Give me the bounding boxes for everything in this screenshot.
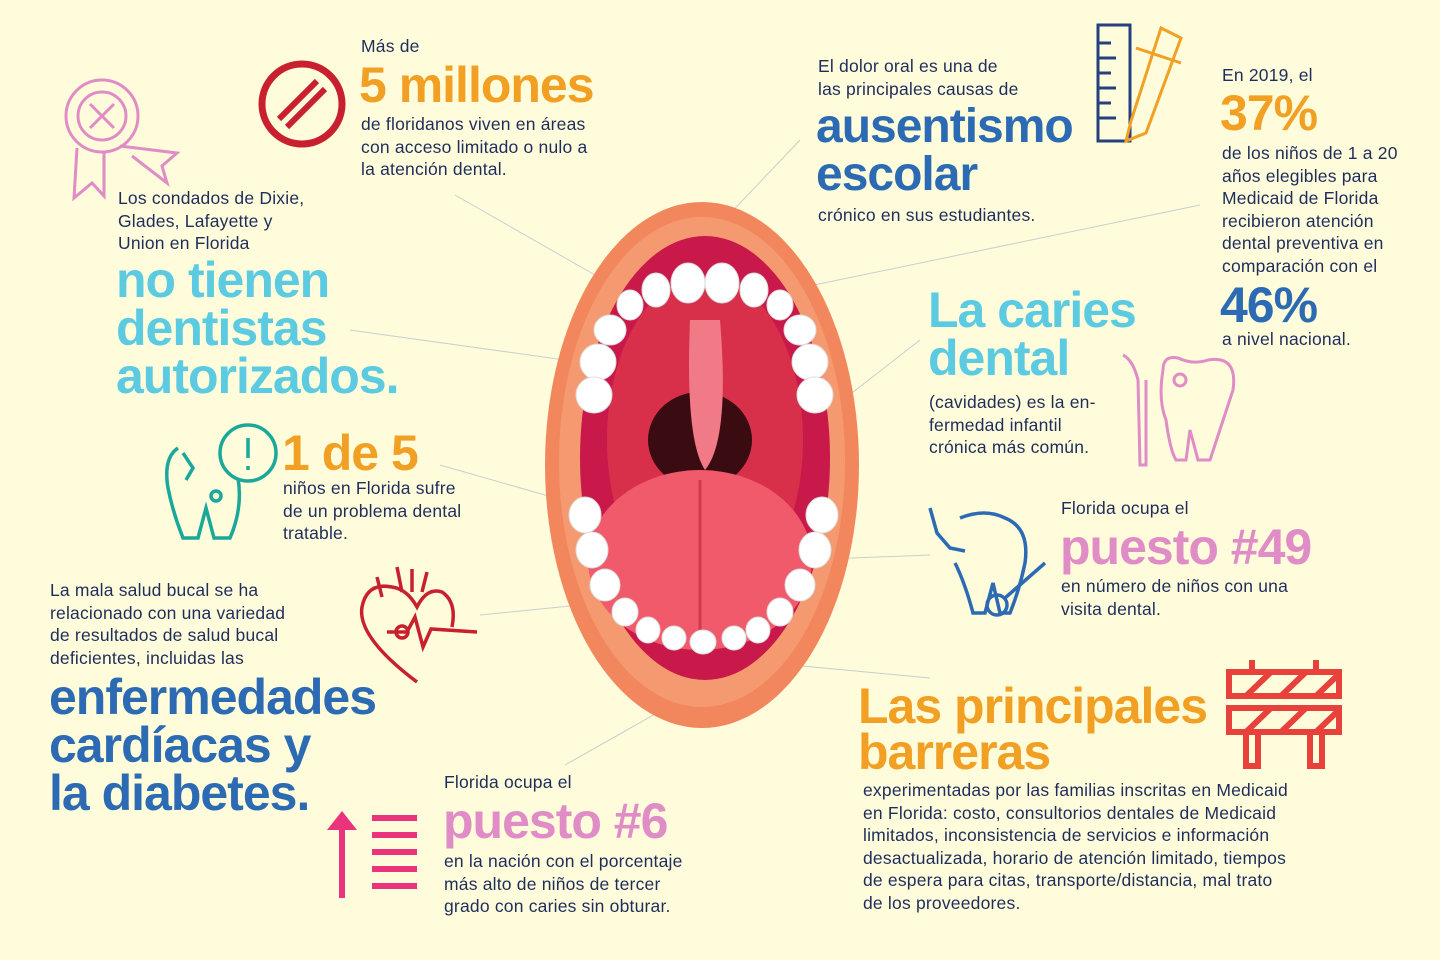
text-line: visita dental. (1061, 598, 1162, 619)
text-line: deficientes, incluidas las (50, 647, 244, 668)
fact-millones-body: de floridanos viven en áreas con acceso l… (361, 113, 587, 181)
text-line: recibieron atención (1222, 210, 1374, 231)
text-line: de un problema dental (283, 500, 462, 521)
fact-medicaid-headline: 37% (1220, 85, 1318, 141)
fact-puesto49-body: en número de niños con una visita dental. (1061, 575, 1288, 620)
ruler-pencil-icon (1096, 23, 1183, 144)
road-barrier-icon (1226, 660, 1342, 769)
text-line: más alto de niños de tercer (444, 873, 661, 894)
fact-barreras-body: experimentadas por las familias inscrita… (863, 779, 1288, 915)
text-line: tratable. (283, 523, 349, 544)
text-line: relacionado con una variedad (50, 602, 286, 623)
fact-puesto49-headline: puesto #49 (1060, 519, 1312, 575)
text-line: Las principales (858, 678, 1208, 734)
fact-millones-headline: 5 millones (359, 57, 595, 113)
fact-ausentismo-headline: ausentismo escolar (816, 100, 1074, 201)
text-line: crónica más común. (929, 437, 1090, 458)
text-line: El dolor oral es una de (818, 56, 998, 76)
text-line: comparación con el (1222, 255, 1378, 276)
award-ribbon-x-icon (64, 78, 181, 202)
tooth-dental-tool-icon (1122, 353, 1236, 467)
fact-cardiacas-headline: enfermedades cardíacas y la diabetes. (49, 669, 377, 821)
fact-puesto6-body: en la nación con el porcentaje más alto d… (444, 850, 683, 918)
text-line: Los condados de Dixie, (118, 188, 305, 208)
fact-ausentismo-pre: El dolor oral es una de las principales c… (818, 55, 1019, 100)
fact-cardiacas-pre: La mala salud bucal se ha relacionado con… (50, 579, 285, 669)
fact-puesto6-pre: Florida ocupa el (444, 772, 572, 792)
text-line: de floridanos viven en áreas (361, 114, 586, 134)
ranking-up-icon (327, 811, 417, 898)
text-line: La caries (928, 282, 1137, 338)
fact-medicaid-pre: En 2019, el (1222, 65, 1313, 85)
fact-medicaid-post: a nivel nacional. (1222, 329, 1351, 349)
fact-caries-body: (cavidades) es la en-fermedad infantil cr… (929, 391, 1096, 459)
text-line: de los niños de 1 a 20 (1222, 143, 1398, 163)
text-line: de resultados de salud bucal (50, 625, 279, 646)
text-line: en la nación con el porcentaje (444, 851, 683, 871)
text-line: Glades, Lafayette y (118, 210, 273, 231)
fact-caries-headline: La caries dental (928, 282, 1137, 386)
fact-ausentismo-body: crónico en sus estudiantes. (818, 205, 1036, 225)
fact-1de5-body: niños en Florida sufre de un problema den… (283, 477, 461, 545)
text-line: la atención dental. (361, 159, 507, 180)
text-line: cardíacas y (49, 717, 311, 773)
text-line: enfermedades (49, 669, 377, 725)
text-line: grado con caries sin obturar. (444, 896, 671, 917)
fact-1de5-headline: 1 de 5 (282, 425, 419, 481)
heart-pulse-icon (359, 566, 478, 684)
text-line: autorizados. (116, 348, 399, 404)
text-line: las principales causas de (818, 78, 1019, 99)
text-line: La mala salud bucal se ha (50, 580, 259, 600)
text-line: experimentadas por las familias inscrita… (863, 780, 1288, 800)
text-line: Union en Florida (118, 233, 250, 254)
fact-condados-headline: no tienen dentistas autorizados. (116, 252, 399, 404)
fact-puesto6-headline: puesto #6 (443, 793, 668, 849)
fact-barreras-headline: Las principales barreras (858, 678, 1208, 780)
tooth-dental-mirror-icon (928, 507, 1047, 617)
text-line: de los proveedores. (863, 892, 1021, 913)
text-line: limitados, inconsistencia de servicios e… (863, 825, 1270, 846)
fact-millones-pre: Más de (361, 36, 420, 56)
text-line: desactualizada, horario de atención limi… (863, 847, 1287, 868)
text-line: con acceso limitado o nulo a (361, 136, 588, 157)
fact-condados-pre: Los condados de Dixie, Glades, Lafayette … (118, 187, 304, 255)
text-line: dental preventiva en (1222, 233, 1384, 254)
text-line: dentistas (116, 300, 328, 356)
text-line: barreras (858, 724, 1051, 780)
text-line: Medicaid de Florida (1222, 188, 1379, 209)
text-line: (cavidades) es la en- (929, 392, 1096, 412)
fact-puesto49-pre: Florida ocupa el (1061, 498, 1189, 518)
text-line: fermedad infantil (929, 414, 1062, 435)
text-line: niños en Florida sufre (283, 478, 456, 498)
text-line: años elegibles para (1222, 165, 1378, 186)
prohibited-icon (258, 60, 346, 148)
text-line: de espera para citas, transporte/distanc… (863, 870, 1273, 891)
damaged-tooth-alert-icon (165, 423, 278, 540)
fact-medicaid-headline2: 46% (1220, 277, 1318, 333)
text-line: la diabetes. (49, 765, 310, 821)
fact-medicaid-body: de los niños de 1 a 20 años elegibles par… (1222, 142, 1398, 278)
text-line: en número de niños con una (1061, 576, 1289, 596)
text-line: escolar (816, 148, 978, 201)
text-line: ausentismo (816, 100, 1074, 153)
text-line: dental (928, 330, 1070, 386)
text-line: en Florida: costo, consultorios dentales… (863, 802, 1277, 823)
text-line: no tienen (116, 252, 330, 308)
